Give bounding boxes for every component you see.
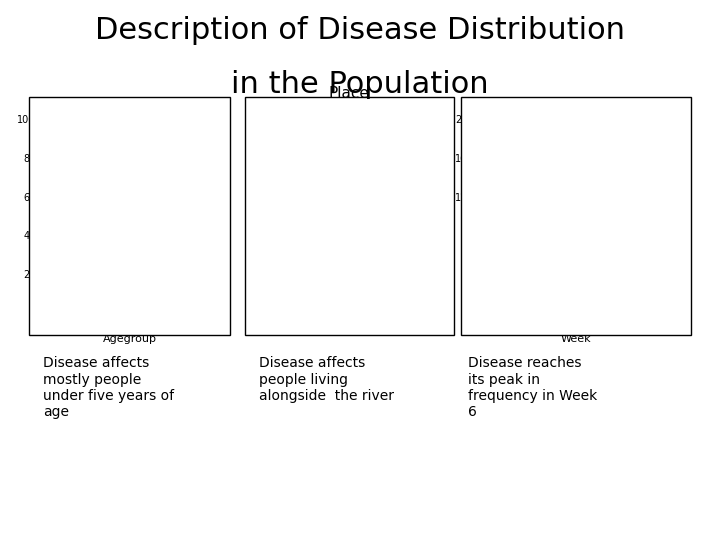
Bar [654,284,667,313]
Bar [596,255,609,313]
Bar [557,235,570,313]
Bar [498,294,511,313]
X-axis label: Agegroup: Agegroup [102,334,157,343]
X-axis label: Week: Week [561,334,591,343]
Bar [518,284,531,313]
Bar [182,303,207,313]
Bar [616,245,629,313]
Text: Disease affects
mostly people
under five years of
age: Disease affects mostly people under five… [43,356,174,419]
Title: Time: Time [557,103,595,118]
Bar [156,298,179,313]
Text: Description of Disease Distribution: Description of Disease Distribution [95,16,625,45]
Title: Place: Place [329,86,369,102]
Bar [537,274,550,313]
Bar [50,119,80,313]
Bar [479,303,491,313]
Text: Disease affects
people living
alongside  the river: Disease affects people living alongside … [259,356,395,403]
Bar [635,303,648,313]
Bar [577,119,589,313]
Text: in the Population: in the Population [231,70,489,99]
Bar [109,216,139,313]
Text: Disease reaches
its peak in
frequency in Week
6: Disease reaches its peak in frequency in… [468,356,598,419]
Title: Person: Person [104,103,156,118]
